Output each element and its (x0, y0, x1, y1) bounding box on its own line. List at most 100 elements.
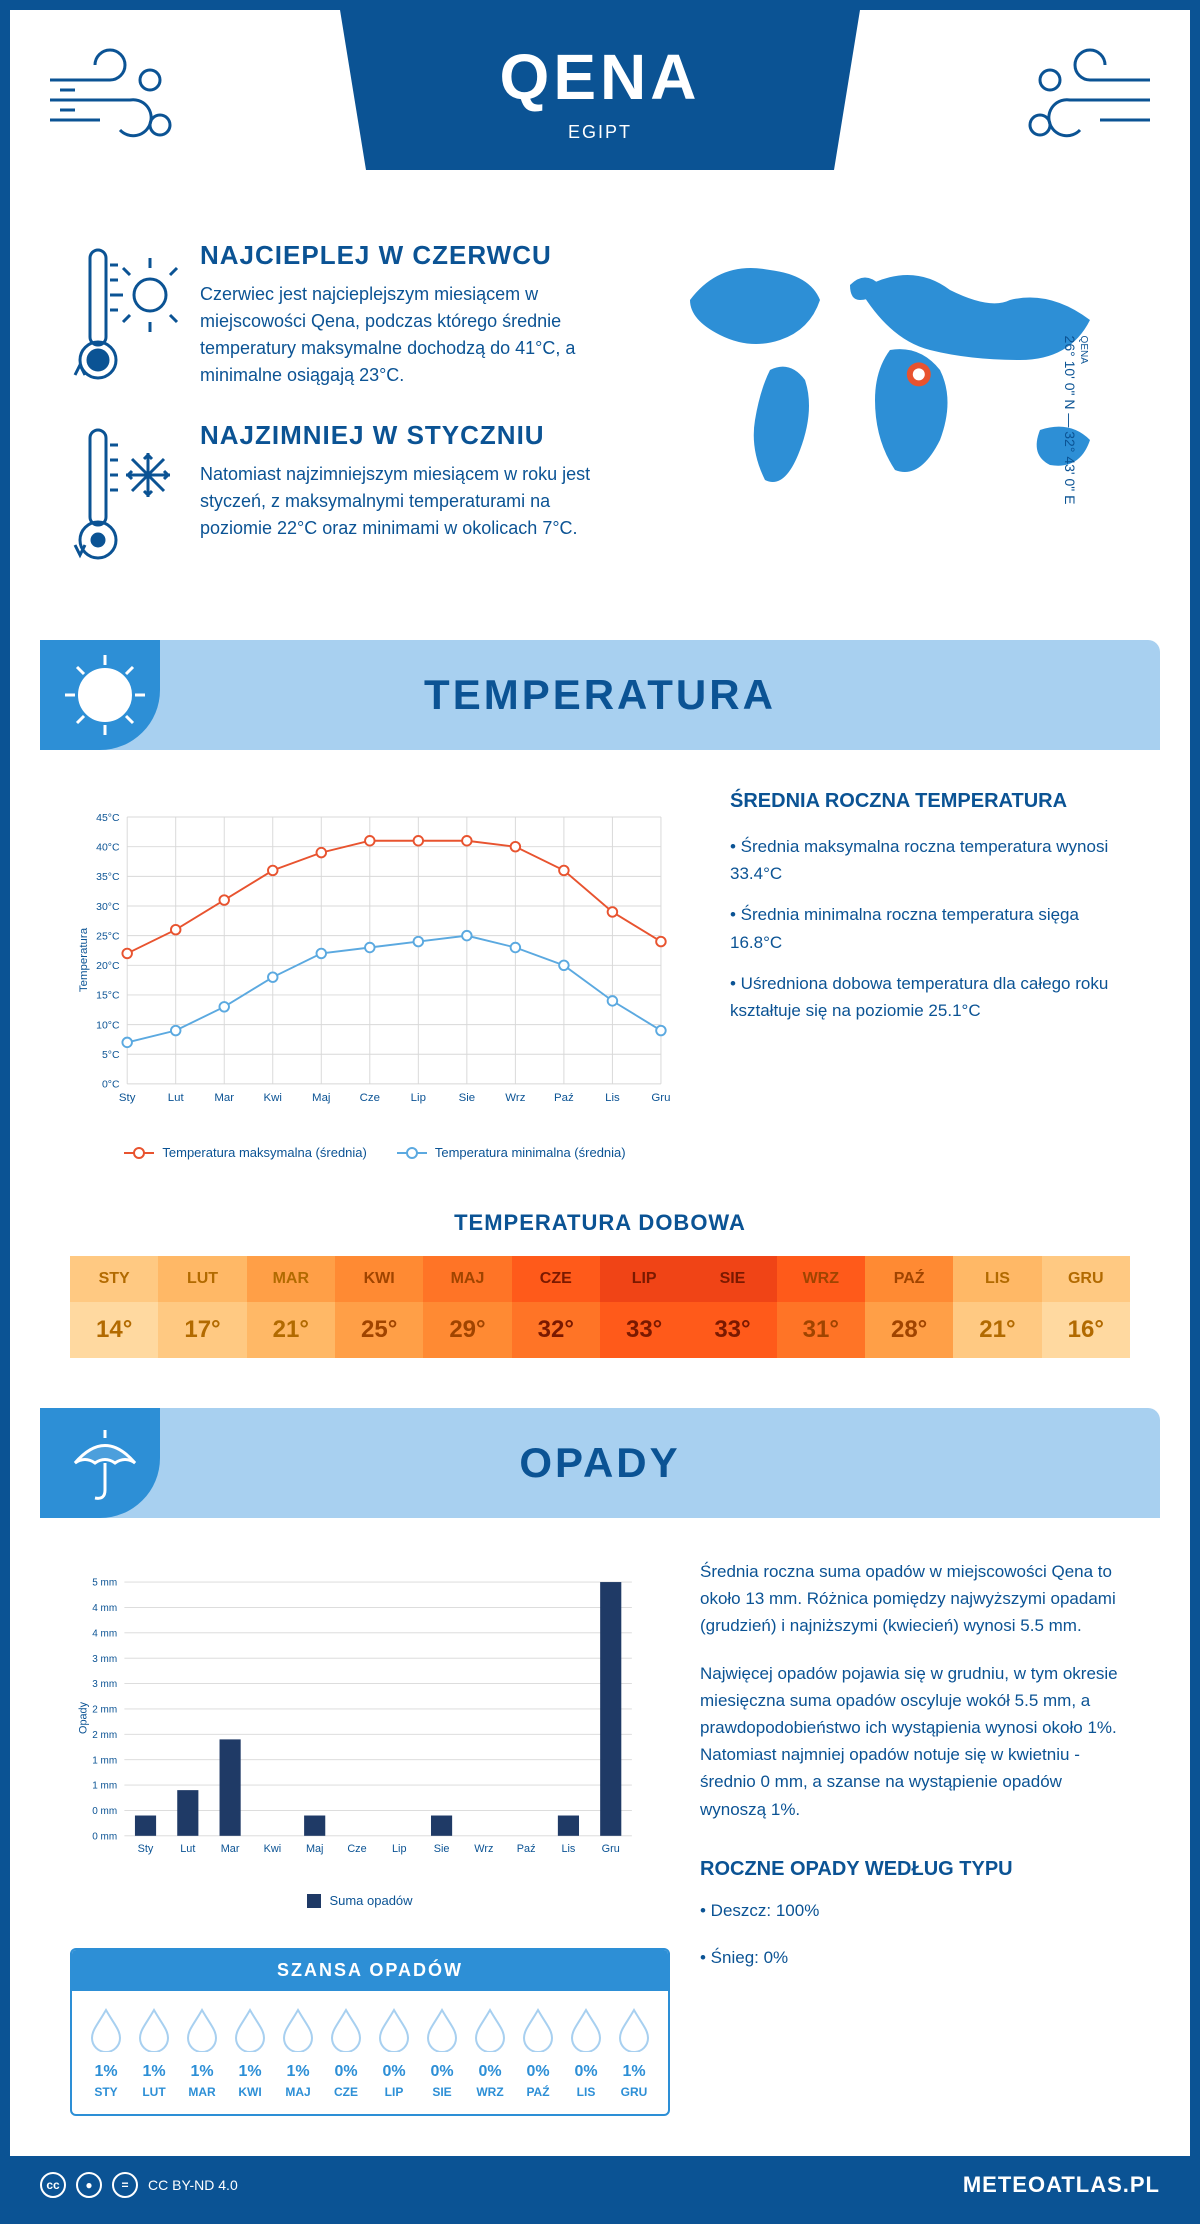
header: QENA EGIPT (10, 10, 1190, 210)
umbrella-icon (60, 1418, 150, 1508)
intro-section: NAJCIEPLEJ W CZERWCU Czerwiec jest najci… (10, 210, 1190, 640)
svg-text:2 mm: 2 mm (92, 1730, 117, 1741)
daily-month: MAR (247, 1256, 335, 1302)
svg-text:40°C: 40°C (96, 842, 120, 853)
svg-text:3 mm: 3 mm (92, 1679, 117, 1690)
title-banner: QENA EGIPT (340, 10, 860, 170)
precip-type-bullet: • Śnieg: 0% (700, 1944, 1130, 1971)
wind-icon (1010, 40, 1160, 160)
svg-text:Lis: Lis (561, 1843, 575, 1855)
temperature-content: 0°C5°C10°C15°C20°C25°C30°C35°C40°C45°CSt… (10, 750, 1190, 1200)
svg-text:Lip: Lip (411, 1092, 426, 1104)
daily-month: MAJ (423, 1256, 511, 1302)
map-column: QENA 26° 10' 0" N — 32° 43' 0" E (650, 240, 1130, 600)
coordinates: QENA 26° 10' 0" N — 32° 43' 0" E (1062, 336, 1089, 505)
daily-month: CZE (512, 1256, 600, 1302)
svg-text:4 mm: 4 mm (92, 1628, 117, 1639)
chance-cell: 1%GRU (610, 2006, 658, 2099)
footer: cc ● = CC BY-ND 4.0 METEOATLAS.PL (10, 2156, 1190, 2214)
svg-text:3 mm: 3 mm (92, 1654, 117, 1665)
avg-annual-title: ŚREDNIA ROCZNA TEMPERATURA (730, 790, 1130, 813)
license: cc ● = CC BY-ND 4.0 (40, 2172, 238, 2198)
chance-cell: 0%CZE (322, 2006, 370, 2099)
chance-cell: 0%LIS (562, 2006, 610, 2099)
chance-cell: 1%MAR (178, 2006, 226, 2099)
svg-text:Lis: Lis (605, 1092, 620, 1104)
svg-text:Paź: Paź (517, 1843, 536, 1855)
drop-icon (616, 2006, 652, 2052)
svg-text:2 mm: 2 mm (92, 1705, 117, 1716)
svg-text:Sty: Sty (119, 1092, 136, 1104)
map-marker (907, 362, 931, 386)
precip-paragraph: Najwięcej opadów pojawia się w grudniu, … (700, 1660, 1130, 1823)
chance-cell: 0%PAŹ (514, 2006, 562, 2099)
precip-type-bullet: • Deszcz: 100% (700, 1897, 1130, 1924)
world-map (650, 240, 1130, 520)
svg-text:0 mm: 0 mm (92, 1831, 117, 1842)
daily-month: LUT (158, 1256, 246, 1302)
daily-value: 16° (1042, 1302, 1130, 1358)
precip-legend: Suma opadów (70, 1893, 650, 1908)
precip-title: OPADY (519, 1439, 680, 1487)
chance-cell: 1%MAJ (274, 2006, 322, 2099)
svg-text:Sie: Sie (459, 1092, 476, 1104)
temperature-title: TEMPERATURA (424, 671, 776, 719)
temperature-legend: Temperatura maksymalna (średnia) Tempera… (70, 1145, 680, 1160)
daily-value: 31° (777, 1302, 865, 1358)
svg-text:20°C: 20°C (96, 961, 120, 972)
svg-text:10°C: 10°C (96, 1020, 120, 1031)
svg-text:Maj: Maj (312, 1092, 330, 1104)
chance-cell: 1%LUT (130, 2006, 178, 2099)
hottest-title: NAJCIEPLEJ W CZERWCU (200, 240, 610, 271)
precip-text: Średnia roczna suma opadów w miejscowośc… (700, 1558, 1130, 2088)
svg-text:45°C: 45°C (96, 813, 120, 824)
svg-text:1 mm: 1 mm (92, 1755, 117, 1766)
daily-temperature: TEMPERATURA DOBOWA STYLUTMARKWIMAJCZELIP… (10, 1200, 1190, 1408)
drop-icon (520, 2006, 556, 2052)
coldest-block: NAJZIMNIEJ W STYCZNIU Natomiast najzimni… (70, 420, 610, 570)
svg-text:0°C: 0°C (102, 1080, 120, 1091)
daily-month: GRU (1042, 1256, 1130, 1302)
drop-icon (328, 2006, 364, 2052)
drop-icon (88, 2006, 124, 2052)
daily-value: 21° (953, 1302, 1041, 1358)
svg-text:25°C: 25°C (96, 931, 120, 942)
svg-text:5°C: 5°C (102, 1050, 120, 1061)
drop-icon (472, 2006, 508, 2052)
daily-temp-header-row: STYLUTMARKWIMAJCZELIPSIEWRZPAŹLISGRU (70, 1256, 1130, 1302)
daily-value: 17° (158, 1302, 246, 1358)
svg-text:Wrz: Wrz (474, 1843, 493, 1855)
temperature-summary: ŚREDNIA ROCZNA TEMPERATURA • Średnia mak… (730, 790, 1130, 1160)
by-icon: ● (76, 2172, 102, 2198)
svg-text:Opady: Opady (77, 1701, 89, 1734)
daily-month: KWI (335, 1256, 423, 1302)
svg-text:Lut: Lut (168, 1092, 185, 1104)
chance-cell: 0%LIP (370, 2006, 418, 2099)
svg-text:1 mm: 1 mm (92, 1781, 117, 1792)
daily-value: 29° (423, 1302, 511, 1358)
svg-text:Paź: Paź (554, 1092, 574, 1104)
hottest-text: Czerwiec jest najcieplejszym miesiącem w… (200, 281, 610, 389)
svg-text:Wrz: Wrz (505, 1092, 525, 1104)
temperature-chart: 0°C5°C10°C15°C20°C25°C30°C35°C40°C45°CSt… (70, 790, 680, 1160)
svg-text:Cze: Cze (360, 1092, 380, 1104)
hottest-block: NAJCIEPLEJ W CZERWCU Czerwiec jest najci… (70, 240, 610, 390)
daily-month: STY (70, 1256, 158, 1302)
daily-temp-title: TEMPERATURA DOBOWA (70, 1210, 1130, 1236)
svg-text:15°C: 15°C (96, 991, 120, 1002)
chance-cell: 1%STY (82, 2006, 130, 2099)
avg-bullet: • Średnia minimalna roczna temperatura s… (730, 901, 1130, 955)
precip-paragraph: Średnia roczna suma opadów w miejscowośc… (700, 1558, 1130, 1640)
thermometer-cold-icon (70, 420, 180, 570)
svg-text:35°C: 35°C (96, 872, 120, 883)
precip-type-title: ROCZNE OPADY WEDŁUG TYPU (700, 1853, 1130, 1885)
daily-month: PAŹ (865, 1256, 953, 1302)
daily-month: LIP (600, 1256, 688, 1302)
daily-month: SIE (688, 1256, 776, 1302)
sun-icon (60, 650, 150, 740)
svg-text:Mar: Mar (221, 1843, 240, 1855)
svg-text:Maj: Maj (306, 1843, 324, 1855)
drop-icon (136, 2006, 172, 2052)
drop-icon (424, 2006, 460, 2052)
daily-value: 32° (512, 1302, 600, 1358)
